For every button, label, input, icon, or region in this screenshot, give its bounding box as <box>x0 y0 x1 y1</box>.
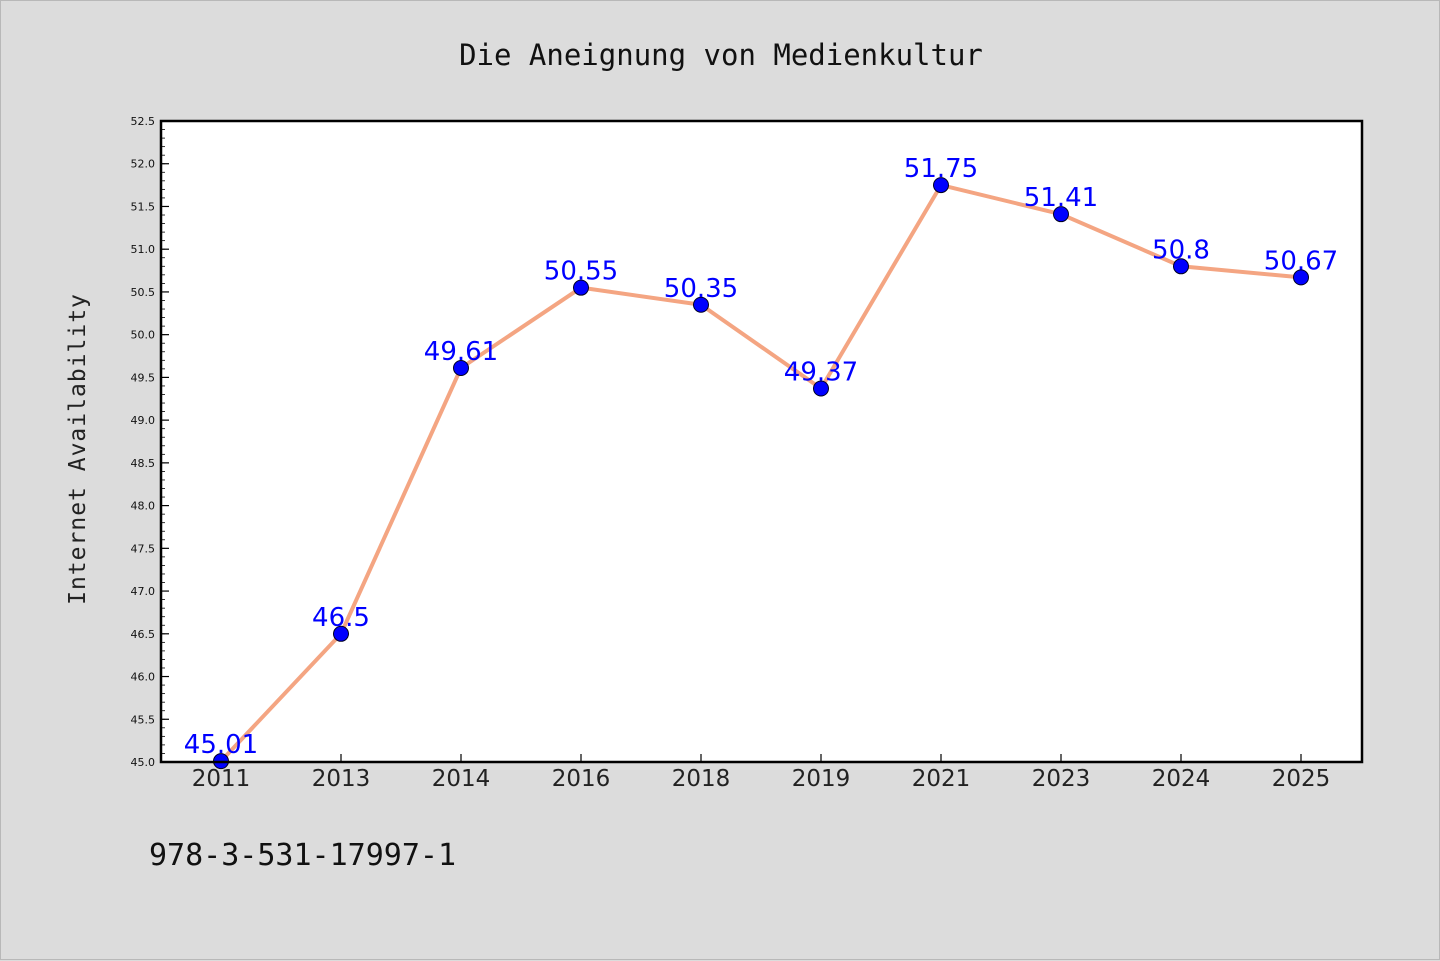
y-tick-label: 46.0 <box>131 671 156 684</box>
data-value-label: 49.37 <box>784 358 858 388</box>
y-tick-label: 48.5 <box>131 457 156 470</box>
data-value-label: 46.5 <box>312 603 370 633</box>
x-tick-label: 2025 <box>1272 766 1331 792</box>
data-point-marker <box>333 625 349 642</box>
x-tick-label: 2011 <box>192 766 251 792</box>
data-point-marker <box>813 380 829 397</box>
data-point-marker <box>693 296 709 313</box>
data-point-marker <box>1053 206 1069 223</box>
y-tick-label: 47.0 <box>131 585 156 598</box>
x-tick-label: 2019 <box>792 766 851 792</box>
isbn-footer: 978-3-531-17997-1 <box>149 838 456 873</box>
x-tick-label: 2014 <box>432 766 491 792</box>
chart-title: Die Aneignung von Medienkultur <box>459 38 983 72</box>
y-axis-label: Internet Availability <box>65 293 91 605</box>
series-layer: 45.01 46.5 49.61 50.55 50.35 49.37 51.75 51.41 5… <box>184 154 1338 770</box>
series-line <box>219 183 1303 764</box>
data-point-marker <box>933 177 949 194</box>
y-tick-label: 52.5 <box>131 115 156 128</box>
x-tick-label: 2016 <box>552 766 611 792</box>
y-tick-label: 50.0 <box>131 329 156 342</box>
data-value-label: 45.01 <box>184 730 258 760</box>
x-tick-label: 2021 <box>912 766 971 792</box>
data-point-marker <box>573 279 589 296</box>
plot-frame <box>159 119 1364 764</box>
x-tick-label: 2013 <box>312 766 371 792</box>
data-point-marker <box>1293 269 1309 286</box>
data-point-marker <box>1173 258 1189 275</box>
data-value-label: 50.8 <box>1152 235 1210 265</box>
y-tick-label: 52.0 <box>131 158 156 171</box>
data-value-label: 50.35 <box>664 274 738 304</box>
y-tick-label: 45.0 <box>131 756 156 769</box>
data-value-label: 51.75 <box>904 154 978 184</box>
data-value-label: 50.55 <box>544 257 618 287</box>
x-tick-label: 2024 <box>1152 766 1211 792</box>
y-tick-label: 49.0 <box>131 414 156 427</box>
data-value-label: 51.41 <box>1024 183 1098 213</box>
x-tick-label: 2018 <box>672 766 731 792</box>
y-tick-label: 50.5 <box>131 286 156 299</box>
y-tick-label: 51.0 <box>131 243 156 256</box>
plot-area <box>161 121 1362 762</box>
x-axis: 2011 2013 2014 2016 2018 2019 2021 2023 2024 2025 <box>192 754 1331 792</box>
y-axis: 45.0 45.5 46.0 46.5 47.0 47.5 48.0 48.5 49.0 49.5… <box>131 115 169 769</box>
y-tick-label: 51.5 <box>131 200 156 213</box>
data-point-marker <box>453 359 469 376</box>
y-tick-label: 45.5 <box>131 713 156 726</box>
y-tick-label: 48.0 <box>131 500 156 513</box>
y-tick-label: 46.5 <box>131 628 156 641</box>
x-tick-label: 2023 <box>1032 766 1091 792</box>
data-value-label: 50.67 <box>1264 246 1338 276</box>
y-tick-label: 47.5 <box>131 542 156 555</box>
data-value-label: 49.61 <box>424 337 498 367</box>
y-tick-label: 49.5 <box>131 371 156 384</box>
